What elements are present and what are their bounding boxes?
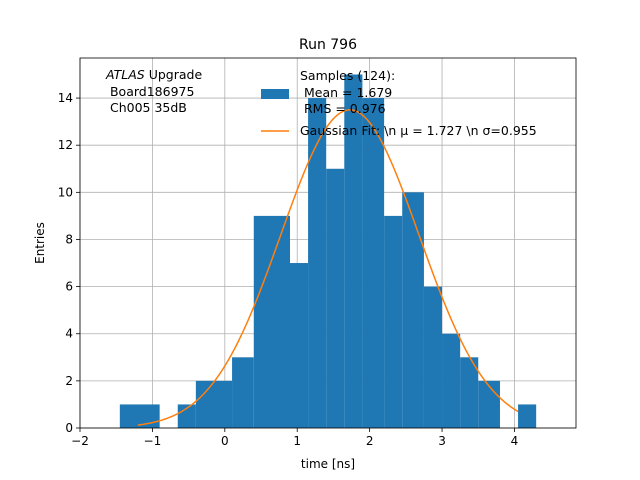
y-tick-label: 12 <box>58 138 73 152</box>
histogram-bar <box>384 215 403 428</box>
x-axis-ticks: −2 −1 0 1 2 3 4 <box>71 428 518 448</box>
histogram-bars <box>119 74 537 429</box>
y-tick-label: 4 <box>65 327 73 341</box>
histogram-bar <box>195 380 233 428</box>
x-tick-label: −1 <box>144 434 162 448</box>
legend-histogram-label-line-1: Samples (124): <box>300 68 395 83</box>
annotation-line-1: ATLAS Upgrade <box>105 67 202 82</box>
annotation-line-3: Ch005 35dB <box>106 100 187 115</box>
legend-histogram-label-line-2: Mean = 1.679 <box>300 85 392 100</box>
chart-title: Run 796 <box>299 37 357 53</box>
x-tick-label: −2 <box>71 434 89 448</box>
legend-histogram-label-line-3: RMS = 0.976 <box>300 101 386 116</box>
y-axis-ticks: 0 2 4 6 8 10 12 14 <box>58 91 80 435</box>
histogram-bar <box>362 98 385 429</box>
histogram-bar <box>478 380 500 428</box>
histogram-bar <box>344 74 363 428</box>
y-axis-label: Entries <box>33 222 47 264</box>
histogram-bar <box>326 168 345 428</box>
legend: Samples (124): Mean = 1.679 RMS = 0.976 … <box>261 68 537 138</box>
histogram-bar <box>402 192 424 428</box>
gaussian-fit-line <box>137 109 519 426</box>
legend-histogram-swatch <box>261 89 289 99</box>
legend-fit-label: Gaussian Fit: \n μ = 1.727 \n σ=0.955 <box>300 123 537 138</box>
y-tick-label: 10 <box>58 185 73 199</box>
histogram-bar <box>460 357 479 428</box>
histogram-bar <box>119 404 160 428</box>
x-tick-label: 3 <box>438 434 446 448</box>
y-tick-label: 14 <box>58 91 73 105</box>
y-tick-label: 2 <box>65 374 73 388</box>
y-tick-label: 8 <box>65 232 73 246</box>
histogram-bar <box>308 98 327 429</box>
annotation-italic-word: ATLAS <box>105 67 145 82</box>
y-tick-label: 0 <box>65 421 73 435</box>
annotation-line-1-rest: Upgrade <box>145 67 203 82</box>
x-tick-label: 0 <box>221 434 229 448</box>
x-tick-label: 2 <box>366 434 374 448</box>
plot-frame <box>79 57 577 429</box>
histogram-bar <box>289 263 309 428</box>
annotation-line-2: Board186975 <box>106 84 194 99</box>
x-axis-label: time [ns] <box>301 457 355 471</box>
x-tick-label: 1 <box>293 434 301 448</box>
x-tick-label: 4 <box>511 434 519 448</box>
histogram-bar <box>253 215 290 428</box>
histogram-bar <box>423 286 443 428</box>
histogram-bar <box>518 404 537 428</box>
atlas-annotation: ATLAS Upgrade Board186975 Ch005 35dB <box>105 67 202 115</box>
histogram-bar <box>232 357 254 428</box>
histogram-bar <box>442 333 461 428</box>
y-tick-label: 6 <box>65 280 73 294</box>
